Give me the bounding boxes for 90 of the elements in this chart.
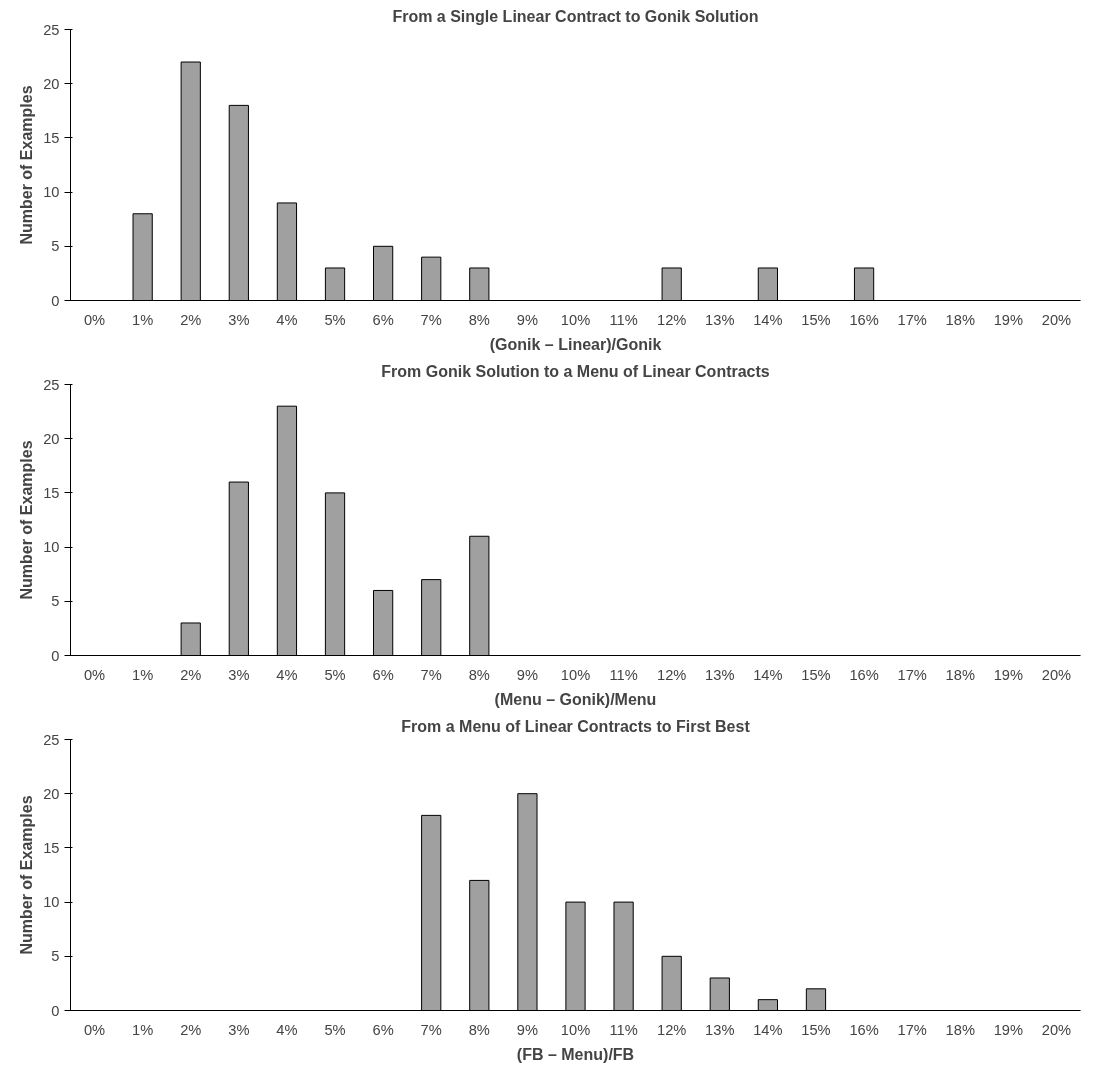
x-axis-title: (FB – Menu)/FB — [516, 1045, 635, 1063]
y-tick-label: 25 — [43, 376, 60, 393]
x-tick-label: 1% — [132, 1021, 154, 1038]
chart-title: From a Menu of Linear Contracts to First Best — [401, 717, 751, 735]
x-tick-label: 3% — [228, 311, 250, 328]
x-tick-label: 13% — [705, 666, 735, 683]
y-tick-label: 10 — [43, 539, 60, 556]
x-tick-label: 10% — [560, 311, 591, 328]
x-tick-label: 19% — [993, 311, 1024, 328]
y-tick-label: 5 — [51, 948, 60, 965]
x-tick-label: 19% — [993, 666, 1024, 683]
x-tick-label: 16% — [849, 1021, 879, 1038]
y-axis-title: Number of Examples — [18, 440, 36, 600]
x-tick-label: 2% — [180, 311, 202, 328]
x-tick-label: 4% — [276, 666, 298, 683]
x-tick-label: 14% — [753, 1021, 783, 1038]
y-tick-label: 0 — [51, 1002, 60, 1019]
x-tick-label: 18% — [945, 311, 975, 328]
x-tick-label: 1% — [132, 666, 154, 683]
x-tick-label: 20% — [1041, 311, 1072, 328]
x-tick-label: 16% — [849, 311, 879, 328]
x-tick-label: 10% — [560, 666, 591, 683]
x-tick-label: 9% — [516, 311, 538, 328]
x-tick-label: 12% — [657, 666, 687, 683]
x-tick-label: 5% — [324, 311, 346, 328]
chart-title: From a Single Linear Contract to Gonik Solution — [392, 7, 759, 25]
x-axis-title: (Gonik – Linear)/Gonik — [489, 335, 662, 353]
x-tick-label: 13% — [705, 1021, 735, 1038]
x-tick-label: 2% — [180, 666, 202, 683]
x-tick-label: 17% — [897, 1021, 927, 1038]
y-tick-label: 15 — [43, 129, 60, 146]
x-tick-label: 8% — [468, 311, 490, 328]
x-tick-label: 15% — [801, 311, 831, 328]
x-tick-label: 14% — [753, 311, 783, 328]
chart-title: From Gonik Solution to a Menu of Linear Contracts — [381, 362, 770, 380]
x-tick-label: 17% — [897, 666, 927, 683]
y-tick-label: 5 — [51, 593, 60, 610]
x-tick-label: 3% — [228, 666, 250, 683]
x-tick-label: 6% — [372, 1021, 394, 1038]
x-tick-label: 11% — [609, 311, 638, 328]
x-tick-label: 7% — [420, 666, 442, 683]
x-tick-label: 1% — [132, 311, 154, 328]
y-axis-title: Number of Examples — [18, 795, 36, 955]
x-tick-label: 19% — [993, 1021, 1024, 1038]
y-tick-label: 15 — [43, 839, 60, 856]
x-tick-label: 11% — [609, 1021, 638, 1038]
y-tick-label: 15 — [43, 484, 60, 501]
x-tick-label: 17% — [897, 311, 927, 328]
x-tick-label: 15% — [801, 1021, 831, 1038]
y-tick-label: 25 — [43, 21, 60, 38]
x-tick-label: 8% — [468, 1021, 490, 1038]
x-tick-label: 18% — [945, 1021, 975, 1038]
x-tick-label: 10% — [560, 1021, 591, 1038]
y-tick-label: 20 — [43, 430, 60, 447]
x-tick-label: 12% — [657, 311, 687, 328]
x-tick-label: 12% — [657, 1021, 687, 1038]
x-tick-label: 2% — [180, 1021, 202, 1038]
y-tick-label: 10 — [43, 184, 60, 201]
x-tick-label: 5% — [324, 666, 346, 683]
x-tick-label: 14% — [753, 666, 783, 683]
x-tick-label: 8% — [468, 666, 490, 683]
y-tick-label: 0 — [51, 647, 60, 664]
y-axis-title: Number of Examples — [18, 85, 36, 245]
x-tick-label: 4% — [276, 1021, 298, 1038]
x-tick-label: 9% — [516, 666, 538, 683]
x-tick-label: 0% — [83, 311, 106, 328]
x-tick-label: 9% — [516, 1021, 538, 1038]
x-tick-label: 16% — [849, 666, 879, 683]
y-tick-label: 5 — [51, 238, 60, 255]
x-tick-label: 7% — [420, 1021, 442, 1038]
x-tick-label: 3% — [228, 1021, 250, 1038]
x-tick-label: 6% — [372, 666, 394, 683]
y-tick-label: 25 — [43, 731, 60, 748]
x-axis-title: (Menu – Gonik)/Menu — [494, 690, 657, 708]
y-tick-label: 20 — [43, 75, 60, 92]
x-tick-label: 0% — [83, 1021, 106, 1038]
x-tick-label: 0% — [83, 666, 106, 683]
x-tick-label: 11% — [609, 666, 638, 683]
x-tick-label: 6% — [372, 311, 394, 328]
x-tick-label: 18% — [945, 666, 975, 683]
x-tick-label: 15% — [801, 666, 831, 683]
x-tick-label: 5% — [324, 1021, 346, 1038]
y-tick-label: 0 — [51, 292, 60, 309]
x-tick-label: 13% — [705, 311, 735, 328]
y-tick-label: 20 — [43, 785, 60, 802]
x-tick-label: 20% — [1041, 1021, 1072, 1038]
y-tick-label: 10 — [43, 894, 60, 911]
x-tick-label: 4% — [276, 311, 298, 328]
x-tick-label: 20% — [1041, 666, 1072, 683]
x-tick-label: 7% — [420, 311, 442, 328]
